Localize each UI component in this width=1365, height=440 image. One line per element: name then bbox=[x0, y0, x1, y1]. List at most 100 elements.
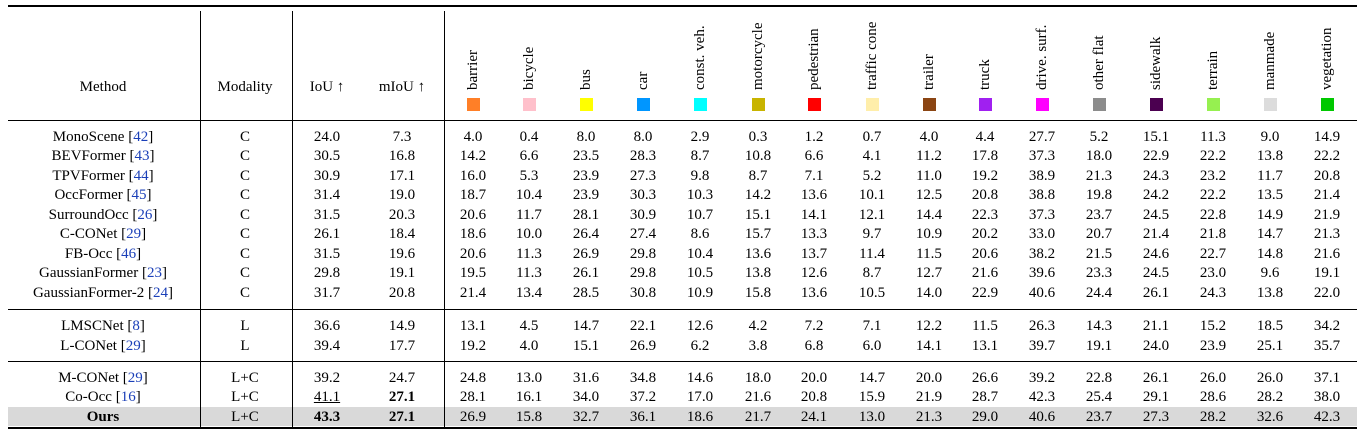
class-iou-value: 29.1 bbox=[1142, 389, 1170, 405]
miou-value: 7.3 bbox=[392, 129, 412, 145]
class-iou-value: 26.0 bbox=[1256, 370, 1284, 386]
class-iou-value: 7.2 bbox=[804, 318, 824, 334]
method-name: LMSCNet [8] bbox=[61, 317, 145, 335]
method-label: GaussianFormer bbox=[39, 265, 139, 281]
class-iou-value: 37.3 bbox=[1028, 207, 1056, 223]
class-iou-value: 20.6 bbox=[459, 246, 487, 262]
citation-open: [ bbox=[138, 265, 147, 281]
column-divider bbox=[200, 11, 201, 429]
class-header-manmade: manmade bbox=[1262, 31, 1278, 90]
class-iou-value: 11.2 bbox=[916, 148, 942, 164]
class-iou-value: 22.9 bbox=[971, 285, 999, 301]
class-iou-value: 19.8 bbox=[1085, 187, 1113, 203]
class-iou-value: 15.7 bbox=[744, 226, 772, 242]
class-iou-value: 10.4 bbox=[515, 187, 543, 203]
class-iou-value: 18.5 bbox=[1256, 318, 1284, 334]
miou-value: 18.4 bbox=[388, 226, 416, 242]
class-iou-value: 26.3 bbox=[1028, 318, 1056, 334]
citation-link[interactable]: 16 bbox=[120, 389, 136, 405]
class-iou-value: 38.8 bbox=[1028, 187, 1056, 203]
class-iou-value: 12.7 bbox=[915, 265, 943, 281]
citation-link[interactable]: 43 bbox=[134, 148, 150, 164]
class-iou-value: 24.5 bbox=[1142, 207, 1170, 223]
class-header-other-flat: other flat bbox=[1091, 35, 1107, 90]
class-iou-value: 28.2 bbox=[1256, 389, 1284, 405]
class-iou-value: 18.0 bbox=[1085, 148, 1113, 164]
modality-value: C bbox=[239, 129, 251, 145]
method-label: Ours bbox=[86, 409, 120, 425]
citation-link[interactable]: 29 bbox=[127, 370, 143, 386]
iou-value: 43.3 bbox=[313, 409, 341, 425]
class-color-swatch bbox=[1321, 98, 1334, 111]
class-color-swatch bbox=[923, 98, 936, 111]
modality-value: C bbox=[239, 285, 251, 301]
class-iou-value: 33.0 bbox=[1028, 226, 1056, 242]
class-iou-value: 11.7 bbox=[1257, 168, 1283, 184]
citation-link[interactable]: 24 bbox=[153, 285, 169, 301]
class-iou-value: 10.9 bbox=[915, 226, 943, 242]
class-iou-value: 20.2 bbox=[971, 226, 999, 242]
class-iou-value: 28.1 bbox=[572, 207, 600, 223]
citation-link[interactable]: 45 bbox=[131, 187, 147, 203]
citation-link[interactable]: 29 bbox=[125, 338, 141, 354]
citation-link[interactable]: 26 bbox=[137, 207, 153, 223]
class-iou-value: 14.8 bbox=[1256, 246, 1284, 262]
class-header-truck: truck bbox=[977, 59, 993, 90]
class-iou-value: 34.2 bbox=[1313, 318, 1341, 334]
class-header-bicycle: bicycle bbox=[521, 46, 537, 90]
class-iou-value: 29.8 bbox=[629, 246, 657, 262]
class-header-vegetation: vegetation bbox=[1319, 27, 1335, 90]
method-label: TPVFormer bbox=[52, 168, 125, 184]
method-label: L-CONet bbox=[60, 338, 117, 354]
miou-value: 20.3 bbox=[388, 207, 416, 223]
class-iou-value: 21.3 bbox=[1085, 168, 1113, 184]
class-iou-value: 21.1 bbox=[1142, 318, 1170, 334]
class-iou-value: 10.4 bbox=[686, 246, 714, 262]
class-iou-value: 19.2 bbox=[971, 168, 999, 184]
class-iou-value: 13.6 bbox=[800, 187, 828, 203]
citation-open: [ bbox=[112, 246, 122, 262]
class-iou-value: 23.7 bbox=[1085, 207, 1113, 223]
class-iou-value: 2.9 bbox=[690, 129, 710, 145]
class-iou-value: 17.8 bbox=[971, 148, 999, 164]
class-iou-value: 13.7 bbox=[800, 246, 828, 262]
class-iou-value: 14.6 bbox=[686, 370, 714, 386]
class-iou-value: 7.1 bbox=[804, 168, 824, 184]
class-iou-value: 30.8 bbox=[629, 285, 657, 301]
citation-link[interactable]: 42 bbox=[133, 129, 149, 145]
class-iou-value: 36.1 bbox=[629, 409, 657, 425]
class-header-pedestrian: pedestrian bbox=[806, 28, 822, 90]
class-color-swatch bbox=[979, 98, 992, 111]
class-header-barrier: barrier bbox=[465, 50, 481, 90]
method-name: M-CONet [29] bbox=[58, 369, 148, 387]
class-iou-value: 19.5 bbox=[459, 265, 487, 281]
citation-link[interactable]: 44 bbox=[133, 168, 149, 184]
class-iou-value: 24.3 bbox=[1199, 285, 1227, 301]
class-iou-value: 4.4 bbox=[975, 129, 995, 145]
miou-value: 19.6 bbox=[388, 246, 416, 262]
class-iou-value: 13.8 bbox=[1256, 285, 1284, 301]
class-iou-value: 15.8 bbox=[515, 409, 543, 425]
citation-link[interactable]: 29 bbox=[126, 226, 142, 242]
class-iou-value: 14.7 bbox=[858, 370, 886, 386]
method-label: BEVFormer bbox=[51, 148, 126, 164]
class-header-terrain: terrain bbox=[1205, 50, 1221, 90]
class-iou-value: 23.5 bbox=[572, 148, 600, 164]
citation-link[interactable]: 46 bbox=[121, 246, 137, 262]
class-iou-value: 26.1 bbox=[572, 265, 600, 281]
class-iou-value: 10.0 bbox=[515, 226, 543, 242]
class-iou-value: 26.1 bbox=[1142, 285, 1170, 301]
citation-link[interactable]: 8 bbox=[132, 318, 140, 334]
class-iou-value: 24.4 bbox=[1085, 285, 1113, 301]
modality-value: L+C bbox=[231, 389, 259, 405]
class-iou-value: 14.2 bbox=[459, 148, 487, 164]
miou-value: 27.1 bbox=[388, 389, 416, 405]
citation-link[interactable]: 23 bbox=[146, 265, 162, 281]
class-iou-value: 13.6 bbox=[744, 246, 772, 262]
miou-value: 19.1 bbox=[388, 265, 416, 281]
class-iou-value: 4.0 bbox=[519, 338, 539, 354]
miou-value: 19.0 bbox=[388, 187, 416, 203]
class-iou-value: 26.9 bbox=[572, 246, 600, 262]
class-iou-value: 14.3 bbox=[1085, 318, 1113, 334]
class-iou-value: 14.7 bbox=[572, 318, 600, 334]
